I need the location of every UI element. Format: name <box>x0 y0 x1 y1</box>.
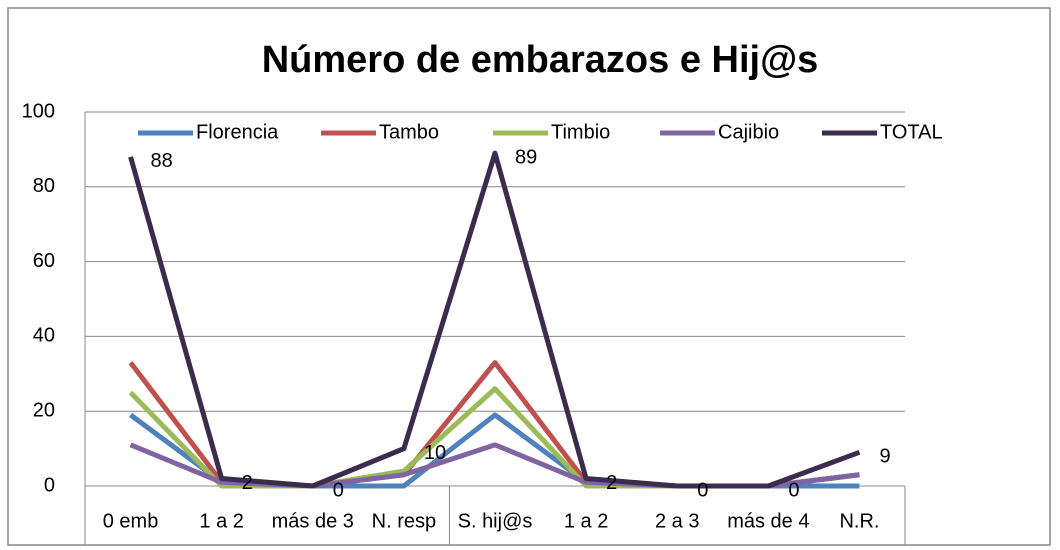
series-line <box>128 150 861 489</box>
data-label: 2 <box>242 472 253 494</box>
legend-label: TOTAL <box>880 121 943 143</box>
legend-label: Florencia <box>196 121 279 143</box>
data-label: 0 <box>697 479 708 501</box>
x-tick-label: más de 3 <box>272 510 354 532</box>
x-tick-label: 1 a 2 <box>564 510 608 532</box>
data-label: 9 <box>879 446 890 468</box>
data-label: 0 <box>788 479 799 501</box>
x-tick-label: S. hij@s <box>458 510 533 532</box>
data-label: 0 <box>333 479 344 501</box>
y-tick-label: 60 <box>33 250 55 272</box>
data-label: 2 <box>606 472 617 494</box>
y-tick-label: 100 <box>22 100 55 122</box>
x-tick-label: 0 emb <box>103 510 159 532</box>
data-label: 88 <box>151 150 173 172</box>
legend-label: Cajibio <box>718 121 779 143</box>
data-label: 10 <box>424 442 446 464</box>
y-tick-label: 20 <box>33 399 55 421</box>
y-tick-label: 80 <box>33 175 55 197</box>
data-label: 89 <box>515 146 537 168</box>
x-tick-label: más de 4 <box>727 510 809 532</box>
x-tick-label: 2 a 3 <box>655 510 699 532</box>
legend-label: Tambo <box>379 121 439 143</box>
x-tick-label: 1 a 2 <box>199 510 243 532</box>
x-tick-label: N.R. <box>839 510 879 532</box>
chart-title: Número de embarazos e Hij@s <box>262 39 819 81</box>
legend-label: Timbio <box>551 121 610 143</box>
y-tick-label: 0 <box>44 474 55 496</box>
y-tick-label: 40 <box>33 325 55 347</box>
x-tick-label: N. resp <box>372 510 436 532</box>
